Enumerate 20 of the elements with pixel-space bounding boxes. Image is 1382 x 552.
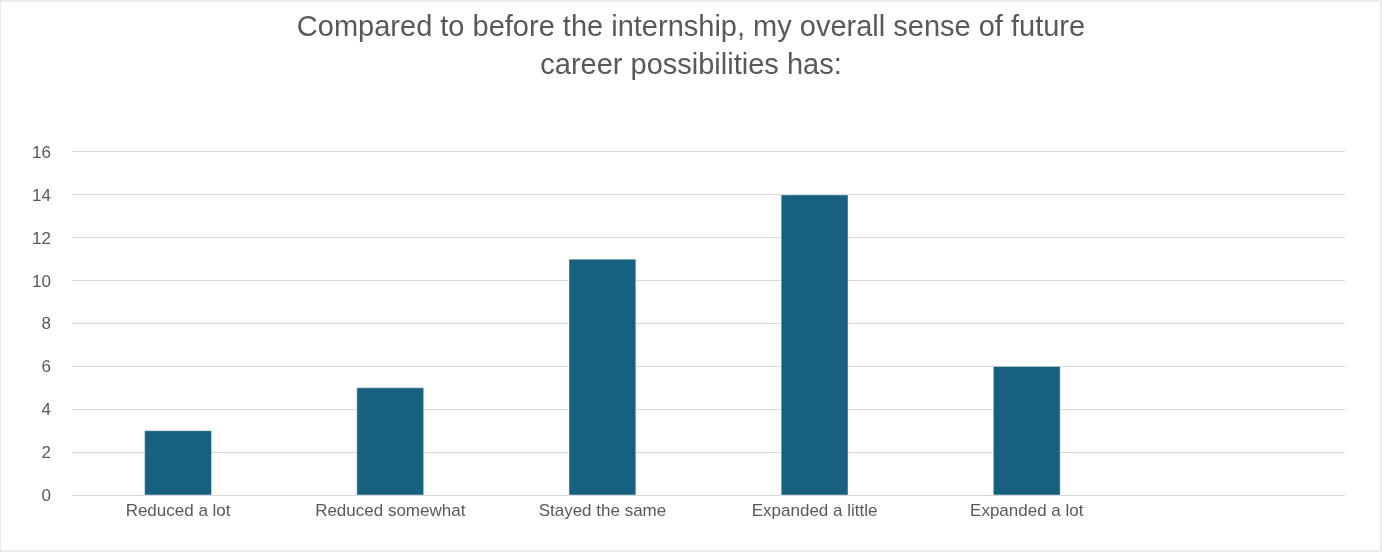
- y-tick-label: 16: [32, 142, 51, 162]
- x-tick-label: Reduced a lot: [125, 501, 231, 521]
- y-tick-label: 10: [32, 271, 51, 291]
- bar: [993, 366, 1061, 495]
- y-tick-label: 14: [32, 185, 51, 205]
- x-tick-label: Expanded a lot: [970, 501, 1084, 521]
- bar: [356, 387, 424, 495]
- y-tick-label: 6: [41, 357, 51, 377]
- bar: [780, 194, 849, 495]
- y-tick-label: 12: [32, 228, 51, 248]
- y-tick-label: 4: [41, 400, 51, 420]
- bar: [568, 258, 637, 495]
- y-tick-label: 2: [41, 443, 51, 463]
- x-tick-label: Expanded a little: [751, 501, 878, 521]
- x-tick-label: Stayed the same: [538, 501, 667, 521]
- bar: [144, 430, 212, 495]
- x-tick-label: Reduced somewhat: [315, 501, 466, 521]
- y-tick-label: 8: [41, 314, 51, 334]
- chart-title: Compared to before the internship, my overall sense of future career possibilities has:: [296, 9, 1086, 80]
- y-tick-label: 0: [41, 485, 51, 505]
